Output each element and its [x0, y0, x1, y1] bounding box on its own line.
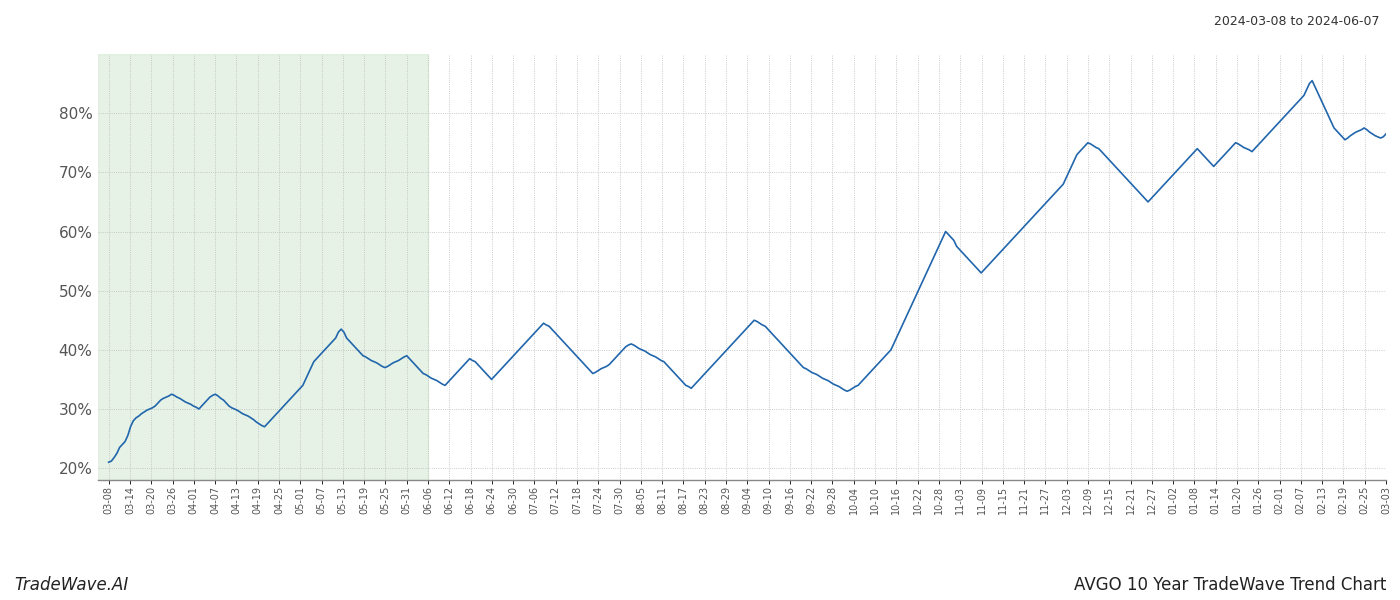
Text: TradeWave.AI: TradeWave.AI: [14, 576, 129, 594]
Bar: [98, 54, 428, 480]
Text: AVGO 10 Year TradeWave Trend Chart: AVGO 10 Year TradeWave Trend Chart: [1074, 576, 1386, 594]
Text: 2024-03-08 to 2024-06-07: 2024-03-08 to 2024-06-07: [1214, 15, 1379, 28]
